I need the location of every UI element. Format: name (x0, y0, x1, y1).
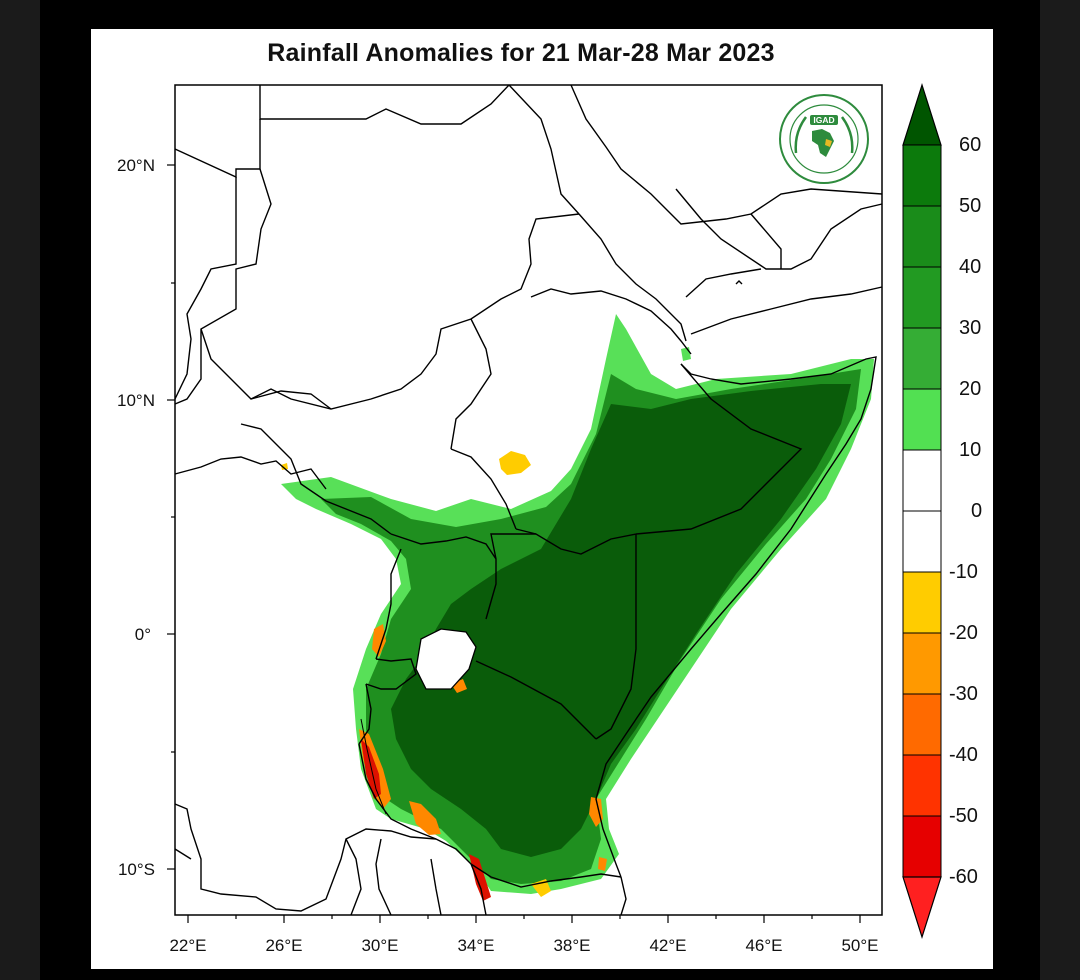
colorbar-label-neg20: -20 (949, 622, 978, 644)
orange-anomaly-coast (589, 797, 603, 827)
anomaly-field-green (281, 314, 874, 894)
axis-ticks (167, 164, 861, 923)
colorbar-bottom-arrow (902, 876, 942, 939)
colorbar-bin-neg20-neg10 (902, 571, 942, 634)
colorbar-bin-neg30-neg20 (902, 632, 942, 695)
latitude-labels: 20°N 10°N 0° 10°S (117, 156, 155, 879)
country-borders (174, 84, 883, 916)
map-figure: 20°N 10°N 0° 10°S 22°E 26°E 30°E 34°E 38… (117, 83, 982, 955)
lat-label-0: 0° (135, 625, 151, 644)
colorbar-label-60: 60 (959, 134, 981, 156)
colorbar-bin-30-40 (902, 266, 942, 329)
logo-badge (810, 115, 838, 125)
colorbar-label-30: 30 (959, 317, 981, 339)
colorbar-bin-10-20 (902, 388, 942, 451)
orange-anomaly-sw-tanzania (409, 801, 441, 835)
lon-label-46e: 46°E (745, 936, 782, 955)
map-area: 20°N 10°N 0° 10°S 22°E 26°E 30°E 34°E 38… (117, 84, 883, 955)
colorbar-bin-neg40-neg30 (902, 693, 942, 756)
yellow-anomaly-car (281, 463, 288, 470)
lon-label-50e: 50°E (841, 936, 878, 955)
orange-anomaly-drc (372, 624, 386, 657)
colorbar: 60 50 40 30 20 10 0 -10 -20 -30 -40 -50 … (902, 83, 982, 939)
colorbar-top-arrow (902, 83, 942, 146)
colorbar-bin-20-30 (902, 327, 942, 390)
colorbar-label-neg50: -50 (949, 805, 978, 827)
lon-label-22e: 22°E (169, 936, 206, 955)
colorbar-bin-neg10-0 (902, 510, 942, 573)
map-panel: Rainfall Anomalies for 21 Mar-28 Mar 202… (91, 29, 993, 969)
map-title: Rainfall Anomalies for 21 Mar-28 Mar 202… (267, 39, 775, 67)
colorbar-label-0: 0 (971, 500, 982, 522)
colorbar-label-40: 40 (959, 256, 981, 278)
colorbar-label-neg60: -60 (949, 866, 978, 888)
laurel-icon (794, 116, 854, 154)
africa-map-icon (812, 129, 834, 157)
colorbar-bin-0-10 (902, 449, 942, 512)
colorbar-label-50: 50 (959, 195, 981, 217)
colorbar-bin-50-60 (902, 144, 942, 207)
igad-region-icon (825, 139, 832, 147)
logo-text: IGAD (813, 115, 834, 125)
colorbar-bin-neg60-neg50 (902, 815, 942, 878)
colorbar-label-neg30: -30 (949, 683, 978, 705)
lon-label-34e: 34°E (457, 936, 494, 955)
lat-label-10n: 10°N (117, 391, 155, 410)
yellow-anomaly-sudan (499, 451, 531, 475)
colorbar-label-neg10: -10 (949, 561, 978, 583)
lat-label-10s: 10°S (118, 860, 155, 879)
colorbar-label-20: 20 (959, 378, 981, 400)
dark-green-anomaly (391, 384, 851, 857)
lon-label-30e: 30°E (361, 936, 398, 955)
colorbar-bin-neg50-neg40 (902, 754, 942, 817)
orange-anomaly-se-tanzania (598, 857, 607, 871)
lat-label-20n: 20°N (117, 156, 155, 175)
colorbar-label-10: 10 (959, 439, 981, 461)
igad-logo: IGAD (779, 94, 869, 184)
colorbar-bin-40-50 (902, 205, 942, 268)
colorbar-labels: 60 50 40 30 20 10 0 -10 -20 -30 -40 -50 … (949, 134, 982, 888)
lon-label-26e: 26°E (265, 936, 302, 955)
lon-label-42e: 42°E (649, 936, 686, 955)
lon-label-38e: 38°E (553, 936, 590, 955)
lake-victoria (415, 628, 477, 690)
longitude-labels: 22°E 26°E 30°E 34°E 38°E 42°E 46°E 50°E (169, 936, 878, 955)
colorbar-label-neg40: -40 (949, 744, 978, 766)
